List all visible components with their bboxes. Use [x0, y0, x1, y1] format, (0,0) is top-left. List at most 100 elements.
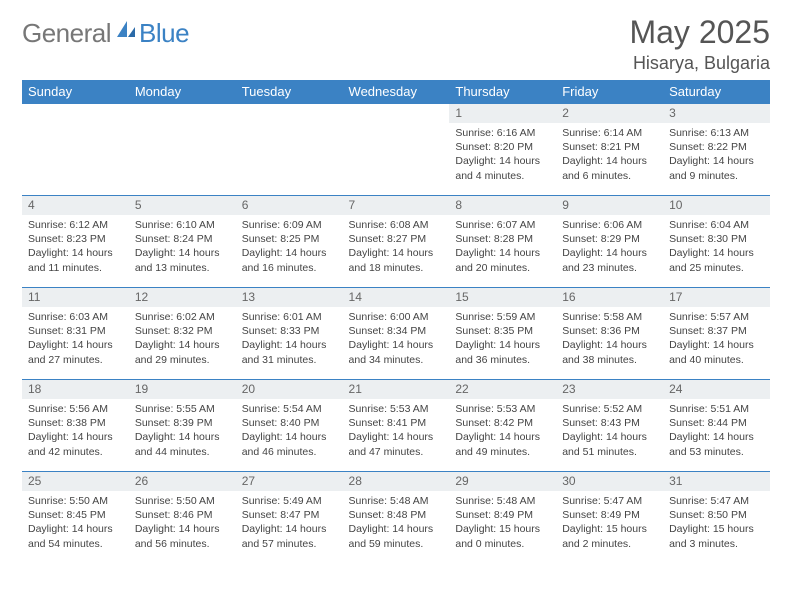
calendar-cell: 12Sunrise: 6:02 AMSunset: 8:32 PMDayligh…	[129, 288, 236, 380]
calendar-cell: 3Sunrise: 6:13 AMSunset: 8:22 PMDaylight…	[663, 104, 770, 196]
sunset-text: Sunset: 8:49 PM	[562, 508, 657, 522]
sunrise-text: Sunrise: 6:04 AM	[669, 218, 764, 232]
weekday-header: Sunday	[22, 80, 129, 104]
day-number: 23	[556, 380, 663, 399]
sunset-text: Sunset: 8:41 PM	[349, 416, 444, 430]
sunset-text: Sunset: 8:25 PM	[242, 232, 337, 246]
sunrise-text: Sunrise: 5:55 AM	[135, 402, 230, 416]
daylight-text: Daylight: 14 hours and 29 minutes.	[135, 338, 230, 366]
sunset-text: Sunset: 8:21 PM	[562, 140, 657, 154]
day-number: 9	[556, 196, 663, 215]
logo-sail-icon	[115, 19, 137, 46]
daylight-text: Daylight: 14 hours and 51 minutes.	[562, 430, 657, 458]
day-number: 18	[22, 380, 129, 399]
sunrise-text: Sunrise: 5:56 AM	[28, 402, 123, 416]
day-number: 1	[449, 104, 556, 123]
day-number: 17	[663, 288, 770, 307]
daylight-text: Daylight: 14 hours and 16 minutes.	[242, 246, 337, 274]
calendar-cell: 23Sunrise: 5:52 AMSunset: 8:43 PMDayligh…	[556, 380, 663, 472]
daylight-text: Daylight: 14 hours and 11 minutes.	[28, 246, 123, 274]
day-number: 11	[22, 288, 129, 307]
sunrise-text: Sunrise: 5:52 AM	[562, 402, 657, 416]
day-number: 29	[449, 472, 556, 491]
daylight-text: Daylight: 14 hours and 34 minutes.	[349, 338, 444, 366]
sunrise-text: Sunrise: 6:14 AM	[562, 126, 657, 140]
day-details: Sunrise: 5:59 AMSunset: 8:35 PMDaylight:…	[449, 307, 556, 371]
calendar-cell: 4Sunrise: 6:12 AMSunset: 8:23 PMDaylight…	[22, 196, 129, 288]
day-details: Sunrise: 5:51 AMSunset: 8:44 PMDaylight:…	[663, 399, 770, 463]
daylight-text: Daylight: 14 hours and 36 minutes.	[455, 338, 550, 366]
day-number: 12	[129, 288, 236, 307]
daylight-text: Daylight: 15 hours and 2 minutes.	[562, 522, 657, 550]
calendar-cell: 16Sunrise: 5:58 AMSunset: 8:36 PMDayligh…	[556, 288, 663, 380]
day-details: Sunrise: 6:03 AMSunset: 8:31 PMDaylight:…	[22, 307, 129, 371]
sunset-text: Sunset: 8:37 PM	[669, 324, 764, 338]
sunset-text: Sunset: 8:46 PM	[135, 508, 230, 522]
calendar-cell: 26Sunrise: 5:50 AMSunset: 8:46 PMDayligh…	[129, 472, 236, 564]
day-number: 2	[556, 104, 663, 123]
weekday-header: Friday	[556, 80, 663, 104]
sunrise-text: Sunrise: 6:09 AM	[242, 218, 337, 232]
sunset-text: Sunset: 8:27 PM	[349, 232, 444, 246]
calendar-cell: 30Sunrise: 5:47 AMSunset: 8:49 PMDayligh…	[556, 472, 663, 564]
daylight-text: Daylight: 15 hours and 0 minutes.	[455, 522, 550, 550]
day-details: Sunrise: 6:12 AMSunset: 8:23 PMDaylight:…	[22, 215, 129, 279]
weekday-header-row: Sunday Monday Tuesday Wednesday Thursday…	[22, 80, 770, 104]
sunset-text: Sunset: 8:48 PM	[349, 508, 444, 522]
daylight-text: Daylight: 14 hours and 47 minutes.	[349, 430, 444, 458]
day-details: Sunrise: 6:09 AMSunset: 8:25 PMDaylight:…	[236, 215, 343, 279]
calendar-cell: 1Sunrise: 6:16 AMSunset: 8:20 PMDaylight…	[449, 104, 556, 196]
sunset-text: Sunset: 8:36 PM	[562, 324, 657, 338]
sunset-text: Sunset: 8:49 PM	[455, 508, 550, 522]
calendar-cell: 22Sunrise: 5:53 AMSunset: 8:42 PMDayligh…	[449, 380, 556, 472]
calendar-cell: 10Sunrise: 6:04 AMSunset: 8:30 PMDayligh…	[663, 196, 770, 288]
calendar-cell: 27Sunrise: 5:49 AMSunset: 8:47 PMDayligh…	[236, 472, 343, 564]
calendar-cell: 20Sunrise: 5:54 AMSunset: 8:40 PMDayligh…	[236, 380, 343, 472]
sunset-text: Sunset: 8:29 PM	[562, 232, 657, 246]
sunset-text: Sunset: 8:42 PM	[455, 416, 550, 430]
daylight-text: Daylight: 14 hours and 9 minutes.	[669, 154, 764, 182]
day-details: Sunrise: 5:58 AMSunset: 8:36 PMDaylight:…	[556, 307, 663, 371]
day-number: 20	[236, 380, 343, 399]
day-details: Sunrise: 6:16 AMSunset: 8:20 PMDaylight:…	[449, 123, 556, 187]
day-number: 31	[663, 472, 770, 491]
day-details: Sunrise: 6:04 AMSunset: 8:30 PMDaylight:…	[663, 215, 770, 279]
sunset-text: Sunset: 8:34 PM	[349, 324, 444, 338]
daylight-text: Daylight: 14 hours and 42 minutes.	[28, 430, 123, 458]
day-details: Sunrise: 5:48 AMSunset: 8:48 PMDaylight:…	[343, 491, 450, 555]
day-number: 5	[129, 196, 236, 215]
sunrise-text: Sunrise: 5:53 AM	[349, 402, 444, 416]
day-number: 21	[343, 380, 450, 399]
day-number: 28	[343, 472, 450, 491]
sunset-text: Sunset: 8:43 PM	[562, 416, 657, 430]
day-details: Sunrise: 5:47 AMSunset: 8:49 PMDaylight:…	[556, 491, 663, 555]
day-details: Sunrise: 5:56 AMSunset: 8:38 PMDaylight:…	[22, 399, 129, 463]
location: Hisarya, Bulgaria	[629, 53, 770, 74]
sunrise-text: Sunrise: 5:50 AM	[28, 494, 123, 508]
sunset-text: Sunset: 8:45 PM	[28, 508, 123, 522]
daylight-text: Daylight: 14 hours and 57 minutes.	[242, 522, 337, 550]
calendar-cell: 8Sunrise: 6:07 AMSunset: 8:28 PMDaylight…	[449, 196, 556, 288]
day-details: Sunrise: 5:53 AMSunset: 8:42 PMDaylight:…	[449, 399, 556, 463]
calendar-row: 4Sunrise: 6:12 AMSunset: 8:23 PMDaylight…	[22, 196, 770, 288]
calendar-cell: 7Sunrise: 6:08 AMSunset: 8:27 PMDaylight…	[343, 196, 450, 288]
sunrise-text: Sunrise: 5:47 AM	[669, 494, 764, 508]
day-number: 24	[663, 380, 770, 399]
sunrise-text: Sunrise: 5:58 AM	[562, 310, 657, 324]
sunset-text: Sunset: 8:40 PM	[242, 416, 337, 430]
sunrise-text: Sunrise: 6:12 AM	[28, 218, 123, 232]
day-number: 16	[556, 288, 663, 307]
sunrise-text: Sunrise: 6:01 AM	[242, 310, 337, 324]
day-number: 13	[236, 288, 343, 307]
sunset-text: Sunset: 8:20 PM	[455, 140, 550, 154]
day-number: 8	[449, 196, 556, 215]
calendar-cell: 18Sunrise: 5:56 AMSunset: 8:38 PMDayligh…	[22, 380, 129, 472]
calendar-table: Sunday Monday Tuesday Wednesday Thursday…	[22, 80, 770, 564]
day-details: Sunrise: 6:13 AMSunset: 8:22 PMDaylight:…	[663, 123, 770, 187]
day-details: Sunrise: 5:52 AMSunset: 8:43 PMDaylight:…	[556, 399, 663, 463]
day-number: 25	[22, 472, 129, 491]
calendar-row: ........1Sunrise: 6:16 AMSunset: 8:20 PM…	[22, 104, 770, 196]
logo-text-general: General	[22, 18, 111, 49]
day-number: 26	[129, 472, 236, 491]
daylight-text: Daylight: 14 hours and 46 minutes.	[242, 430, 337, 458]
